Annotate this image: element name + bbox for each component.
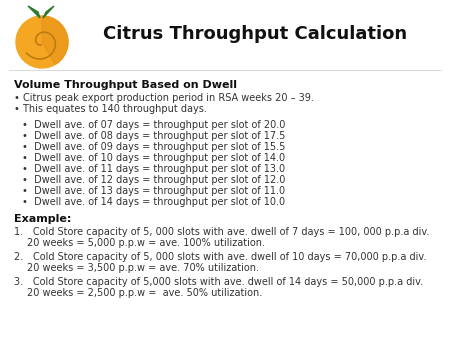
Text: •  Dwell ave. of 11 days = throughput per slot of 13.0: • Dwell ave. of 11 days = throughput per… [22,164,285,174]
Text: Volume Throughput Based on Dwell: Volume Throughput Based on Dwell [14,80,237,90]
Polygon shape [28,6,40,18]
Text: •  Dwell ave. of 14 days = throughput per slot of 10.0: • Dwell ave. of 14 days = throughput per… [22,197,285,207]
Text: 20 weeks = 2,500 p.p.w =  ave. 50% utilization.: 20 weeks = 2,500 p.p.w = ave. 50% utiliz… [27,288,262,298]
Text: •  Dwell ave. of 13 days = throughput per slot of 11.0: • Dwell ave. of 13 days = throughput per… [22,186,285,196]
Wedge shape [42,16,68,65]
Text: • This equates to 140 throughput days.: • This equates to 140 throughput days. [14,104,207,114]
Text: 1. Cold Store capacity of 5, 000 slots with ave. dwell of 7 days = 100, 000 p.p.: 1. Cold Store capacity of 5, 000 slots w… [14,227,429,237]
Text: 2. Cold Store capacity of 5, 000 slots with ave. dwell of 10 days = 70,000 p.p.a: 2. Cold Store capacity of 5, 000 slots w… [14,252,427,262]
Text: •  Dwell ave. of 12 days = throughput per slot of 12.0: • Dwell ave. of 12 days = throughput per… [22,175,285,185]
Text: Citrus Throughput Calculation: Citrus Throughput Calculation [103,25,407,43]
Text: • Citrus peak export production period in RSA weeks 20 – 39.: • Citrus peak export production period i… [14,93,314,103]
Text: •  Dwell ave. of 09 days = throughput per slot of 15.5: • Dwell ave. of 09 days = throughput per… [22,142,285,152]
Text: •  Dwell ave. of 07 days = throughput per slot of 20.0: • Dwell ave. of 07 days = throughput per… [22,120,285,130]
Polygon shape [43,6,54,18]
Text: Example:: Example: [14,214,72,224]
Circle shape [16,16,68,68]
Text: 20 weeks = 5,000 p.p.w = ave. 100% utilization.: 20 weeks = 5,000 p.p.w = ave. 100% utili… [27,238,265,248]
Text: 20 weeks = 3,500 p.p.w = ave. 70% utilization.: 20 weeks = 3,500 p.p.w = ave. 70% utiliz… [27,263,259,273]
Text: •  Dwell ave. of 08 days = throughput per slot of 17.5: • Dwell ave. of 08 days = throughput per… [22,131,285,141]
Text: 3. Cold Store capacity of 5,000 slots with ave. dwell of 14 days = 50,000 p.p.a : 3. Cold Store capacity of 5,000 slots wi… [14,277,423,287]
Text: •  Dwell ave. of 10 days = throughput per slot of 14.0: • Dwell ave. of 10 days = throughput per… [22,153,285,163]
